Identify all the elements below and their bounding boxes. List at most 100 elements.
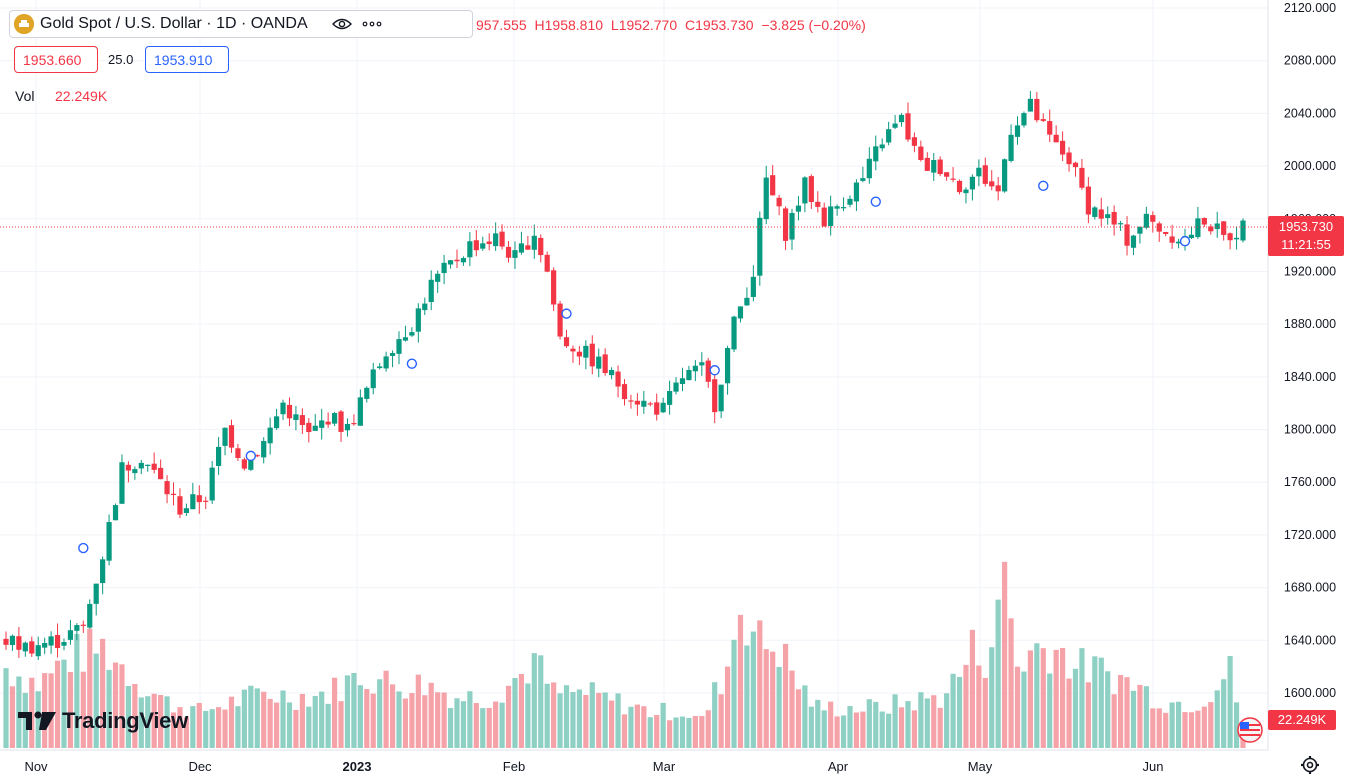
candle-body bbox=[493, 233, 499, 247]
volume-value: 22.249K bbox=[55, 88, 108, 104]
eye-icon[interactable] bbox=[330, 14, 354, 34]
candle-body bbox=[325, 421, 331, 425]
volume-bar bbox=[750, 631, 756, 748]
candle-body bbox=[789, 212, 795, 240]
candle-body bbox=[177, 496, 183, 515]
volume-bar bbox=[228, 696, 235, 748]
low-label: L bbox=[610, 17, 619, 33]
candle-body bbox=[1085, 186, 1091, 215]
volume-bar bbox=[1233, 702, 1240, 748]
settings-icon[interactable] bbox=[1300, 755, 1320, 775]
candle-body bbox=[911, 137, 918, 146]
candle-body bbox=[1105, 214, 1111, 219]
candle-body bbox=[67, 630, 74, 640]
volume-bar bbox=[615, 693, 621, 748]
candle-body bbox=[1163, 231, 1169, 235]
volume-bar bbox=[312, 695, 318, 748]
volume-bar bbox=[460, 701, 467, 748]
candle-body bbox=[840, 207, 847, 209]
candle-body bbox=[331, 413, 338, 424]
x-tick-label: Apr bbox=[828, 759, 849, 774]
candle-body bbox=[306, 422, 312, 433]
volume-bar bbox=[795, 689, 802, 748]
volume-bar bbox=[866, 699, 872, 748]
ohlc-values: 957.555 H1958.810 L1952.770 C1953.730 −3… bbox=[476, 17, 870, 33]
event-marker bbox=[1038, 180, 1049, 192]
volume-bar bbox=[937, 707, 943, 748]
volume-bar bbox=[409, 693, 415, 748]
volume-bar bbox=[776, 666, 782, 748]
volume-bar bbox=[48, 673, 54, 748]
gold-coin-icon bbox=[14, 14, 34, 34]
event-marker bbox=[78, 542, 89, 554]
candle-body bbox=[216, 446, 222, 467]
candle-body bbox=[847, 198, 853, 205]
volume-bar bbox=[956, 676, 963, 748]
x-tick-label: Dec bbox=[188, 759, 212, 774]
candle-body bbox=[454, 259, 460, 262]
candle-body bbox=[151, 463, 157, 470]
volume-bar bbox=[995, 599, 1001, 748]
candle-body bbox=[286, 404, 293, 419]
candle-body bbox=[699, 362, 705, 366]
candle-body bbox=[138, 462, 144, 469]
volume-bar bbox=[808, 706, 814, 748]
volume-bar bbox=[989, 647, 995, 748]
volume-bar bbox=[299, 693, 305, 748]
y-tick-label: 1880.000 bbox=[1284, 317, 1336, 331]
volume-bar bbox=[1130, 690, 1137, 748]
candle-body bbox=[750, 276, 756, 297]
volume-bar bbox=[280, 690, 286, 748]
tradingview-logo-icon bbox=[18, 711, 56, 730]
high-value: 1958.810 bbox=[544, 17, 604, 33]
candle-body bbox=[80, 624, 86, 626]
volume-bar bbox=[389, 684, 396, 748]
volume-bar bbox=[67, 672, 74, 748]
candle-body bbox=[898, 114, 905, 123]
tradingview-logo[interactable]: TradingView bbox=[18, 708, 188, 734]
volume-bar bbox=[1053, 649, 1059, 748]
candle-body bbox=[170, 493, 177, 495]
more-icon[interactable] bbox=[360, 14, 384, 34]
volume-bar bbox=[1143, 686, 1149, 748]
volume-bar bbox=[106, 669, 112, 748]
volume-bar bbox=[821, 710, 827, 748]
volume-bar bbox=[570, 692, 576, 748]
candle-body bbox=[1169, 236, 1175, 243]
volume-bar bbox=[982, 677, 988, 748]
candle-body bbox=[886, 129, 892, 143]
volume-bar bbox=[170, 712, 177, 748]
candle-body bbox=[22, 642, 28, 652]
volume-bar bbox=[712, 682, 718, 748]
volume-bar bbox=[512, 678, 518, 748]
volume-bar bbox=[918, 692, 924, 748]
open-value: 957.555 bbox=[476, 17, 527, 33]
candle-body bbox=[860, 178, 866, 181]
volume-bar bbox=[563, 685, 570, 748]
volume-bar bbox=[1002, 561, 1008, 748]
candle-body bbox=[222, 427, 228, 446]
volume-label[interactable]: Vol bbox=[15, 88, 35, 104]
volume-bar bbox=[724, 666, 731, 748]
candle-body bbox=[183, 508, 189, 513]
candle-body bbox=[757, 217, 763, 276]
volume-bar bbox=[828, 701, 834, 748]
volume-bar bbox=[679, 716, 686, 748]
candle-body bbox=[1130, 235, 1137, 248]
candle-body bbox=[602, 354, 608, 374]
buy-button[interactable]: 1953.910 bbox=[145, 46, 229, 73]
candle-body bbox=[589, 343, 595, 367]
candle-body bbox=[132, 469, 138, 474]
symbol-header[interactable]: Gold Spot / U.S. Dollar · 1D · OANDA bbox=[9, 10, 473, 38]
candle-body bbox=[628, 400, 634, 402]
symbol-title[interactable]: Gold Spot / U.S. Dollar · 1D · OANDA bbox=[40, 15, 308, 32]
candle-body bbox=[196, 495, 202, 503]
candle-body bbox=[609, 369, 615, 376]
volume-bar bbox=[125, 685, 132, 748]
y-tick-label: 1640.000 bbox=[1284, 633, 1336, 647]
volume-bar bbox=[609, 700, 615, 748]
volume-bar bbox=[1169, 702, 1175, 748]
candle-body bbox=[267, 427, 273, 444]
sell-button[interactable]: 1953.660 bbox=[14, 46, 98, 73]
